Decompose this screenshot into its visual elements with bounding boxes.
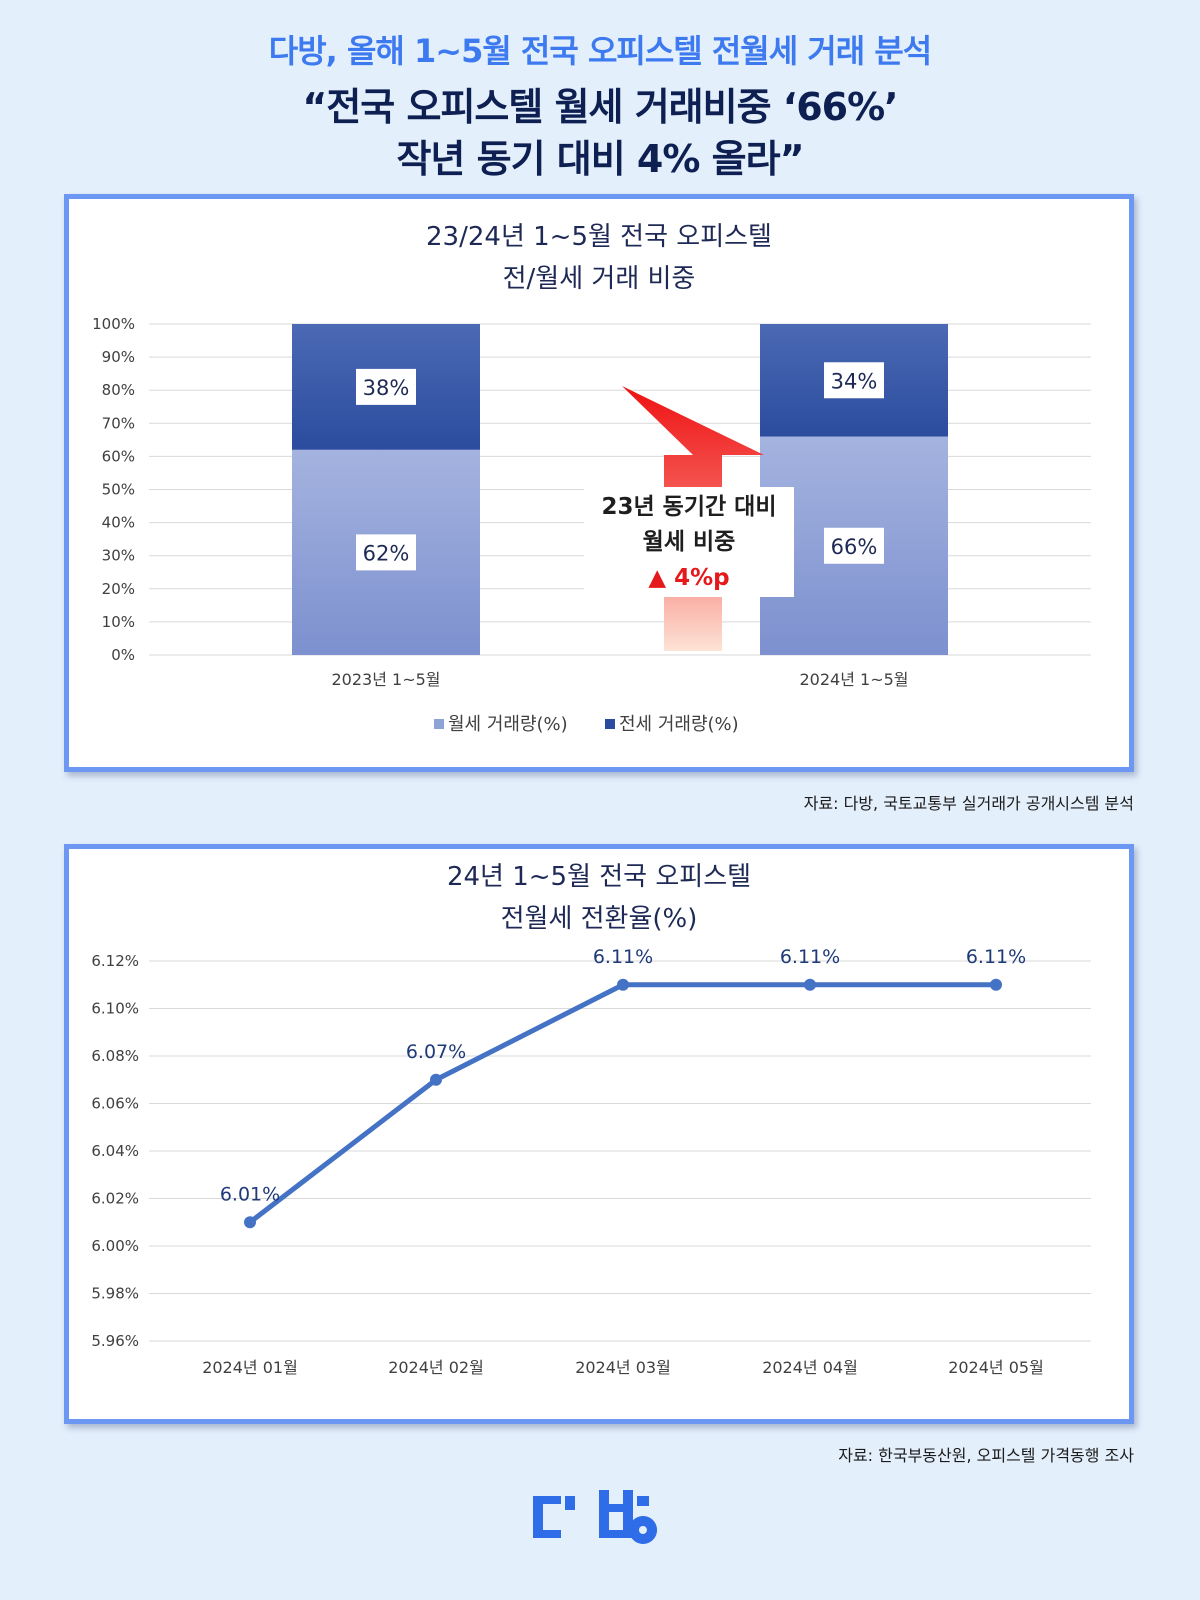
y-tick-label: 6.06% [91,1095,139,1113]
y-tick-label: 70% [102,414,135,432]
data-label: 34% [831,369,878,393]
data-point [617,978,629,991]
legend-label: 전세 거래량(%) [619,714,739,735]
data-label: 6.01% [220,1183,280,1205]
data-point [430,1073,442,1086]
legend-label: 월세 거래량(%) [448,714,568,735]
data-label-box [824,362,884,399]
page-kicker: 다방, 올해 1~5월 전국 오피스텔 전월세 거래 분석 [268,32,932,70]
annotation-box [584,487,794,597]
annotation-line-1: 23년 동기간 대비 [602,494,777,520]
data-label: 6.11% [780,946,840,968]
data-point [244,1216,256,1229]
data-label: 38% [363,376,410,400]
data-label-box [824,527,884,564]
x-tick-label: 2023년 1~5월 [331,670,440,689]
x-tick-label: 2024년 01월 [202,1358,298,1377]
y-tick-label: 6.04% [91,1142,139,1160]
y-tick-label: 6.12% [91,952,139,970]
y-tick-label: 100% [92,315,135,333]
chart1-source: 자료: 다방, 국토교통부 실거래가 공개시스템 분석 [803,794,1134,813]
change-annotation: 23년 동기간 대비 월세 비중 ▲ 4%p [584,386,794,651]
y-tick-label: 6.02% [91,1190,139,1208]
y-tick-label: 20% [102,580,135,598]
headline-line-1: “전국 오피스텔 월세 거래비중 ‘66%’ [302,85,898,129]
data-point [990,978,1002,991]
y-tick-label: 5.96% [91,1332,139,1350]
y-tick-label: 6.00% [91,1237,139,1255]
chart1-title: 23/24년 1~5월 전국 오피스텔 [426,222,772,252]
y-tick-label: 40% [102,514,135,532]
x-tick-label: 2024년 05월 [948,1358,1044,1377]
y-tick-label: 90% [102,348,135,366]
data-label: 6.07% [406,1041,466,1063]
data-label: 6.11% [966,946,1026,968]
x-tick-label: 2024년 02월 [388,1358,484,1377]
stacked-bar-chart: 23/24년 1~5월 전국 오피스텔 전/월세 거래 비중 0% 10% 20% 3… [92,222,1091,735]
y-tick-label: 6.10% [91,1000,139,1018]
annotation-line-2: 월세 비중 [643,529,736,555]
y-tick-label: 60% [102,447,135,465]
y-tick-label: 5.98% [91,1285,139,1303]
annotation-change: ▲ 4%p [648,565,729,591]
legend-swatch [605,719,615,729]
y-tick-label: 0% [111,646,135,664]
stacked-bar-chart-panel: 23/24년 1~5월 전국 오피스텔 전/월세 거래 비중 0% 10% 20% 3… [64,194,1134,772]
data-label-box [356,534,416,571]
chart1-subtitle: 전/월세 거래 비중 [503,264,696,294]
y-tick-label: 80% [102,381,135,399]
line-chart: 24년 1~5월 전국 오피스텔 전월세 전환율(%) 5.96% 5.98% 6.… [91,862,1091,1377]
x-tick-label: 2024년 03월 [575,1358,671,1377]
dabang-logo [533,1490,658,1544]
legend-swatch [434,719,444,729]
y-tick-label: 6.08% [91,1047,139,1065]
data-label: 62% [363,541,410,565]
y-tick-label: 30% [102,547,135,565]
y-tick-label: 10% [102,613,135,631]
data-point [804,978,816,991]
y-tick-label: 50% [102,481,135,499]
data-label: 6.11% [593,946,653,968]
chart2-subtitle: 전월세 전환율(%) [501,904,698,934]
data-label: 66% [831,535,878,559]
x-tick-label: 2024년 04월 [762,1358,858,1377]
chart2-source: 자료: 한국부동산원, 오피스텔 가격동행 조사 [838,1446,1134,1465]
headline-line-2: 작년 동기 대비 4% 올라” [396,137,804,181]
data-label-box [356,368,416,405]
x-tick-label: 2024년 1~5월 [799,670,908,689]
line-chart-panel: 24년 1~5월 전국 오피스텔 전월세 전환율(%) 5.96% 5.98% 6.… [64,844,1134,1424]
chart2-title: 24년 1~5월 전국 오피스텔 [447,862,751,892]
